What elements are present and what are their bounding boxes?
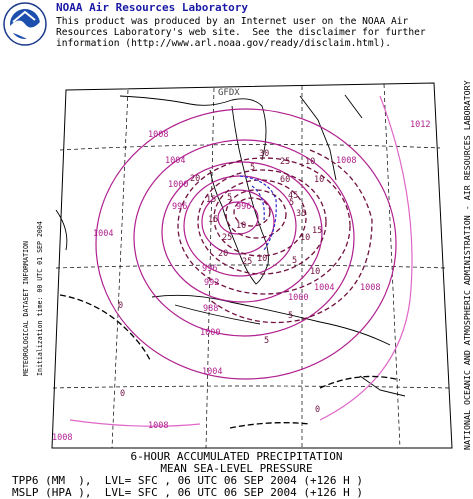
- precip-zero-contour: [229, 422, 311, 429]
- product-titles: 6-HOUR ACCUMULATED PRECIPITATION MEAN SE…: [0, 451, 473, 499]
- precip-label: 5: [264, 336, 269, 346]
- precip-label: 35: [296, 209, 306, 219]
- disclaimer-line: information (http://www.arl.noaa.gov/rea…: [56, 38, 392, 49]
- precip-label: 10: [300, 233, 310, 243]
- noaa-logo: [3, 2, 47, 46]
- pressure-label: 996: [236, 202, 251, 212]
- dataset-info-title: METEOROLOGICAL DATASET INFORMATION: [22, 241, 30, 376]
- dataset-info: METEOROLOGICAL DATASET INFORMATION Initi…: [22, 221, 44, 376]
- title-pressure: MEAN SEA-LEVEL PRESSURE: [160, 462, 313, 475]
- pressure-label: 1008: [360, 283, 380, 293]
- precip-zero-contour: [59, 294, 151, 361]
- precip-label: 15: [206, 195, 216, 205]
- precip-label: 60: [280, 175, 290, 185]
- right-credit-label: NATIONAL OCEANIC AND ATMOSPHERIC ADMINIS…: [462, 80, 472, 450]
- disclaimer-line: This product was produced by an Internet…: [56, 16, 409, 27]
- pressure-label: 1004: [93, 229, 113, 239]
- precip-label: 20: [190, 174, 200, 184]
- precip-label: 5: [227, 193, 232, 203]
- precip-label: 10: [314, 175, 324, 185]
- variable-line-tpp6: TPP6 (MM ), LVL= SFC , 06 UTC 06 SEP 200…: [12, 474, 363, 487]
- header: NOAA Air Resources Laboratory This produ…: [0, 0, 473, 58]
- lab-title: NOAA Air Resources Laboratory: [56, 1, 249, 14]
- precip-zero-contour: [319, 375, 401, 389]
- pressure-label: 1008: [52, 433, 72, 443]
- pressure-label: 996: [202, 264, 217, 274]
- precip-label: 20: [218, 249, 228, 259]
- precip-label: 0: [315, 405, 320, 415]
- model-label: GFDX: [218, 88, 240, 98]
- pressure-contour-outer: [319, 95, 413, 421]
- map-frame: [51, 82, 453, 449]
- pressure-label: 1008: [148, 421, 168, 431]
- precip-label: 10: [257, 254, 267, 264]
- precip-label: 0: [118, 301, 123, 311]
- disclaimer-text: This product was produced by an Internet…: [56, 16, 426, 49]
- pressure-label: 988: [203, 304, 218, 314]
- precip-label: 15: [312, 226, 322, 236]
- pressure-label: 1000: [288, 293, 308, 303]
- disclaimer-line: Resources Laboratory's web site. See the…: [56, 27, 426, 38]
- precipitation-contours: [177, 149, 373, 324]
- precip-label: 15: [208, 215, 218, 225]
- pressure-label: 1008: [148, 130, 168, 140]
- precip-label: 30: [259, 149, 269, 159]
- pressure-label: 996: [172, 202, 187, 212]
- precip-label: 5: [289, 198, 294, 208]
- initialization-time: Initialization time: 00 UTC 01 SEP 2004: [36, 221, 44, 376]
- precip-label: 5: [250, 163, 255, 173]
- precip-label: 5: [288, 311, 293, 321]
- pressure-label: 1012: [410, 120, 430, 130]
- precip-label: 5: [292, 256, 297, 266]
- precip-label: 0: [120, 389, 125, 399]
- pressure-label: 1004: [202, 367, 222, 377]
- pressure-label: 1004: [314, 283, 334, 293]
- pressure-label: 1008: [336, 156, 356, 166]
- precip-label: 25: [222, 233, 232, 243]
- pressure-label: 992: [204, 278, 219, 288]
- precip-heavy-contour: [251, 185, 265, 221]
- pressure-label: 1000: [200, 328, 220, 338]
- pressure-contour-outer: [69, 419, 201, 427]
- title-precipitation: 6-HOUR ACCUMULATED PRECIPITATION: [130, 450, 343, 463]
- variable-line-mslp: MSLP (HPA ), LVL= SFC , 06 UTC 06 SEP 20…: [12, 486, 363, 499]
- precip-label: 25: [242, 257, 252, 267]
- precip-label: 10: [236, 221, 246, 231]
- precip-heavy-contour: [239, 175, 277, 251]
- pressure-contours: [95, 108, 397, 380]
- pressure-label: 1000: [168, 180, 188, 190]
- precip-label: 10: [310, 267, 320, 277]
- precip-label: 45: [288, 191, 298, 201]
- pressure-label: 1004: [165, 156, 185, 166]
- precip-label: 25: [280, 157, 290, 167]
- forecast-map: GFDX: [51, 82, 453, 449]
- right-credit-text: NATIONAL OCEANIC AND ATMOSPHERIC ADMINIS…: [462, 80, 472, 450]
- precip-label: 10: [305, 157, 315, 167]
- coastlines: [55, 94, 406, 397]
